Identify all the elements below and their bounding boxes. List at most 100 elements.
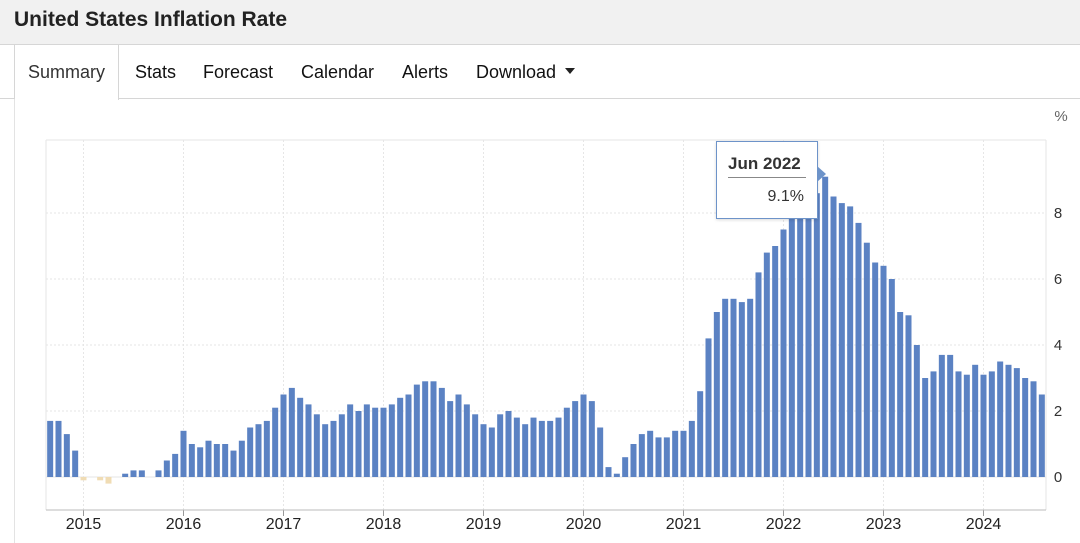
bar: [955, 371, 962, 477]
bar: [188, 444, 195, 477]
x-tick-label: 2020: [566, 516, 602, 533]
bar: [580, 394, 587, 477]
bar: [838, 203, 845, 477]
bar: [888, 279, 895, 477]
bar: [522, 424, 529, 477]
bar: [705, 338, 712, 477]
bar: [630, 444, 637, 477]
bar: [930, 371, 937, 477]
bar: [305, 404, 312, 477]
bar: [847, 206, 854, 477]
bar: [55, 420, 62, 477]
bar: [472, 414, 479, 477]
bar: [713, 312, 720, 477]
x-tick-label: 2024: [966, 516, 1002, 533]
bar: [730, 298, 737, 477]
bar: [413, 384, 420, 477]
chart-axes: 0 2 4 6 8% 2015 2016 2017 2018 2019 2020 2021 2022 20…: [46, 108, 1068, 533]
bar: [180, 430, 187, 477]
bar: [963, 374, 970, 477]
bar: [1013, 368, 1020, 477]
bar: [222, 444, 229, 477]
bar: [763, 252, 770, 477]
bar: [288, 387, 295, 477]
x-tick-label: 2022: [766, 516, 802, 533]
y-tick-label: 6: [1054, 271, 1062, 288]
bar: [688, 420, 695, 477]
tab-summary[interactable]: Summary: [14, 45, 120, 100]
bar: [555, 417, 562, 477]
bar: [138, 470, 145, 477]
bar: [1038, 394, 1045, 477]
bar: [397, 397, 404, 477]
bar: [872, 262, 879, 477]
bar: [363, 404, 370, 477]
bar: [422, 381, 429, 477]
y-tick-label: 2: [1054, 403, 1062, 420]
bar: [105, 477, 112, 484]
bar: [830, 196, 837, 477]
tab-stats[interactable]: Stats: [135, 62, 177, 82]
tooltip-date: Jun 2022: [728, 154, 806, 178]
bar: [772, 246, 779, 477]
bar: [1022, 378, 1029, 477]
bar: [622, 457, 629, 477]
bar: [563, 407, 570, 477]
x-tick-label: 2016: [166, 516, 202, 533]
bar: [297, 397, 304, 477]
chart-bars: [47, 176, 1045, 484]
bar: [72, 450, 79, 477]
bar: [388, 404, 395, 477]
bar: [122, 473, 129, 477]
x-tick-label: 2019: [466, 516, 502, 533]
bar: [663, 437, 670, 477]
bar: [155, 470, 162, 477]
bar: [272, 407, 279, 477]
bar: [905, 315, 912, 477]
bar: [747, 298, 754, 477]
bar: [280, 394, 287, 477]
bar: [355, 411, 362, 477]
bar: [447, 401, 454, 477]
y-tick-label: 8: [1054, 205, 1062, 222]
bar: [538, 420, 545, 477]
bar: [47, 420, 54, 477]
tab-calendar[interactable]: Calendar: [301, 62, 375, 82]
bar: [788, 216, 795, 478]
bar: [655, 437, 662, 477]
bar: [680, 430, 687, 477]
x-tick-label: 2018: [366, 516, 402, 533]
bar: [780, 229, 787, 477]
bar: [922, 378, 929, 477]
y-unit-label: %: [1054, 108, 1067, 125]
bar: [855, 222, 862, 477]
bar: [647, 430, 654, 477]
x-tick-label: 2021: [666, 516, 702, 533]
bar: [313, 414, 320, 477]
bar: [997, 361, 1004, 477]
hover-tooltip: Jun 2022 9.1%: [716, 141, 826, 219]
bar: [822, 176, 829, 477]
tab-alerts[interactable]: Alerts: [402, 62, 449, 82]
bar: [530, 417, 537, 477]
bar: [213, 444, 220, 477]
bar: [455, 394, 462, 477]
tab-bar: Summary Stats Forecast Calendar Alerts D…: [0, 45, 1080, 100]
bar: [797, 196, 804, 477]
bar: [230, 450, 237, 477]
bar: [480, 424, 487, 477]
bar: [588, 401, 595, 477]
bar: [322, 424, 329, 477]
bar: [97, 477, 104, 481]
bar: [255, 424, 262, 477]
panel-border: [14, 99, 15, 543]
chart-grid: [45, 139, 1047, 516]
tab-forecast[interactable]: Forecast: [203, 62, 274, 82]
bar: [897, 312, 904, 477]
bar: [513, 417, 520, 477]
tab-download[interactable]: Download: [476, 45, 576, 99]
bar: [938, 354, 945, 477]
bar: [697, 391, 704, 477]
x-tick-label: 2017: [266, 516, 302, 533]
bar: [863, 242, 870, 477]
